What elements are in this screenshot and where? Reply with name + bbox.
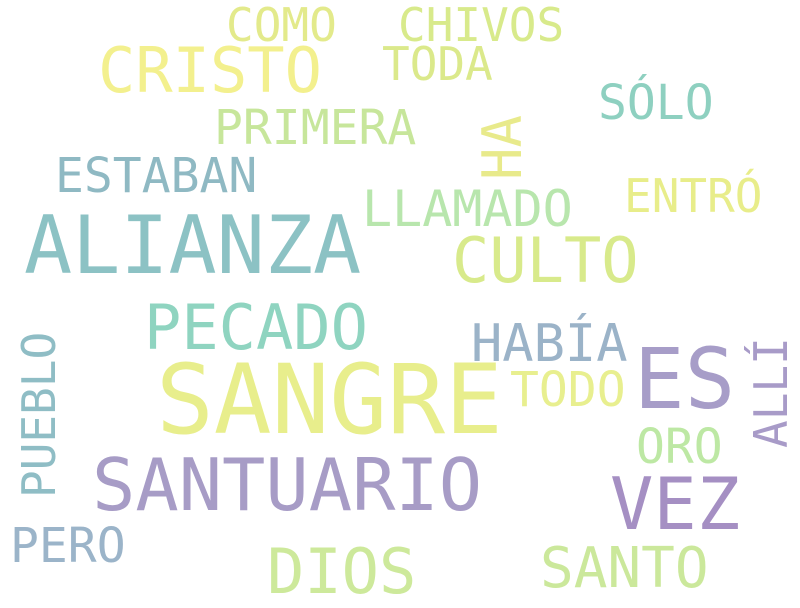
word-primera: PRIMERA [214,100,417,156]
word-solo: SÓLO [598,75,714,131]
word-alianza: ALIANZA [24,199,362,292]
word-todo: TODO [510,362,626,418]
word-ha: HA [471,114,534,180]
word-entro: ENTRÓ [624,169,763,223]
word-santo: SANTO [540,536,709,601]
word-habia: HABÍA [471,314,628,374]
word-estaban: ESTABAN [55,148,258,204]
word-oro: ORO [636,419,723,475]
word-como: COMO [226,0,337,52]
word-alli: ALLÍ [744,337,798,448]
word-llamado: LLAMADO [362,180,573,238]
word-cristo: CRISTO [98,34,322,107]
word-santuario: SANTUARIO [92,443,483,527]
word-pero: PERO [10,518,126,574]
word-dios: DIOS [267,535,417,608]
word-culto: CULTO [452,224,639,297]
word-toda: TODA [382,37,493,91]
word-sangre: SANGRE [156,344,503,456]
word-es: ES [634,330,736,428]
word-pecado: PECADO [144,291,368,364]
word-chivos: CHIVOS [398,0,565,52]
word-pueblo: PUEBLO [12,331,66,498]
word-vez: VEZ [610,462,741,546]
